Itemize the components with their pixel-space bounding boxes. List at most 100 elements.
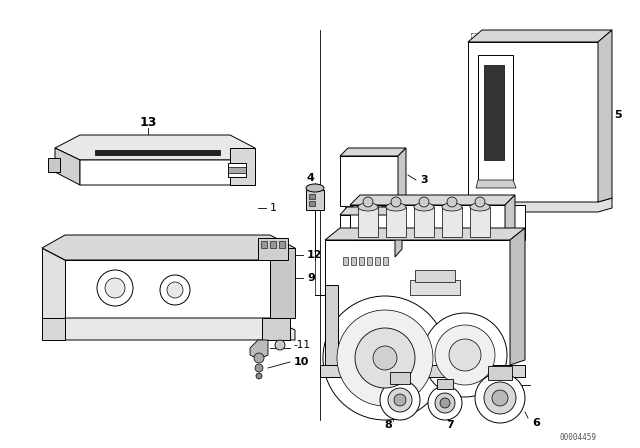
Polygon shape — [340, 207, 402, 215]
Circle shape — [105, 278, 125, 298]
Circle shape — [449, 339, 481, 371]
Bar — [375, 257, 380, 265]
Ellipse shape — [470, 203, 490, 211]
Bar — [306, 190, 324, 210]
Circle shape — [447, 197, 457, 207]
Bar — [309, 201, 315, 206]
Polygon shape — [598, 30, 612, 202]
Polygon shape — [320, 365, 525, 377]
Text: 10: 10 — [294, 357, 309, 367]
Bar — [261, 241, 267, 248]
Circle shape — [380, 380, 420, 420]
Circle shape — [373, 346, 397, 370]
Bar — [340, 215, 395, 257]
Circle shape — [492, 390, 508, 406]
Polygon shape — [468, 30, 612, 42]
Bar — [484, 65, 504, 160]
Polygon shape — [65, 318, 295, 340]
Circle shape — [394, 394, 406, 406]
Polygon shape — [95, 150, 220, 155]
Bar — [262, 318, 290, 340]
Circle shape — [435, 393, 455, 413]
Text: 9: 9 — [307, 273, 315, 283]
Polygon shape — [230, 148, 255, 185]
Bar — [468, 42, 598, 202]
Circle shape — [435, 325, 495, 385]
Bar — [340, 156, 398, 206]
Bar — [488, 366, 512, 380]
Bar — [351, 257, 356, 265]
Text: -11: -11 — [294, 340, 311, 350]
Text: 3: 3 — [420, 175, 428, 185]
Bar — [325, 240, 510, 365]
Polygon shape — [398, 148, 406, 206]
Bar — [415, 270, 455, 282]
Circle shape — [475, 373, 525, 423]
Polygon shape — [505, 195, 515, 240]
Polygon shape — [340, 148, 406, 156]
Polygon shape — [270, 248, 295, 318]
Bar — [390, 372, 410, 384]
Ellipse shape — [386, 203, 406, 211]
Bar — [369, 206, 377, 214]
Bar — [228, 163, 246, 177]
Text: 7: 7 — [446, 420, 454, 430]
Circle shape — [363, 197, 373, 207]
Bar — [410, 280, 460, 295]
Text: 6: 6 — [532, 418, 540, 428]
Text: 2: 2 — [420, 223, 428, 233]
Bar — [270, 241, 276, 248]
Polygon shape — [42, 248, 65, 320]
Text: 00004459: 00004459 — [559, 434, 596, 443]
Bar — [359, 257, 364, 265]
Polygon shape — [65, 260, 270, 320]
Polygon shape — [510, 228, 525, 365]
Bar — [48, 158, 60, 172]
Circle shape — [254, 353, 264, 363]
Polygon shape — [325, 285, 338, 365]
Circle shape — [428, 386, 462, 420]
Text: 8: 8 — [384, 420, 392, 430]
Circle shape — [97, 270, 133, 306]
Bar — [386, 207, 406, 237]
Bar — [357, 206, 365, 214]
Circle shape — [323, 296, 447, 420]
Bar — [343, 257, 348, 265]
Polygon shape — [55, 135, 255, 160]
Circle shape — [391, 197, 401, 207]
Polygon shape — [476, 180, 516, 188]
Circle shape — [256, 373, 262, 379]
Text: 5: 5 — [614, 110, 621, 120]
Polygon shape — [395, 207, 402, 257]
Bar — [470, 207, 490, 237]
Circle shape — [167, 282, 183, 298]
Bar — [350, 205, 525, 240]
Polygon shape — [55, 148, 80, 185]
Circle shape — [475, 197, 485, 207]
Text: 4: 4 — [306, 173, 314, 183]
Circle shape — [337, 310, 433, 406]
Bar — [279, 241, 285, 248]
Ellipse shape — [442, 203, 462, 211]
Text: 1: 1 — [270, 203, 277, 213]
Text: 12: 12 — [307, 250, 323, 260]
Circle shape — [440, 398, 450, 408]
Circle shape — [388, 388, 412, 412]
Ellipse shape — [414, 203, 434, 211]
Circle shape — [255, 364, 263, 372]
Polygon shape — [80, 160, 255, 185]
Polygon shape — [42, 318, 65, 340]
Circle shape — [355, 328, 415, 388]
Bar — [437, 379, 453, 389]
Polygon shape — [42, 235, 295, 260]
Polygon shape — [325, 228, 525, 240]
Ellipse shape — [358, 203, 378, 211]
Polygon shape — [335, 295, 435, 360]
Bar — [228, 167, 246, 173]
Bar — [442, 207, 462, 237]
Bar — [478, 55, 513, 180]
Circle shape — [275, 340, 285, 350]
Bar — [367, 257, 372, 265]
Circle shape — [484, 382, 516, 414]
Polygon shape — [250, 340, 268, 358]
